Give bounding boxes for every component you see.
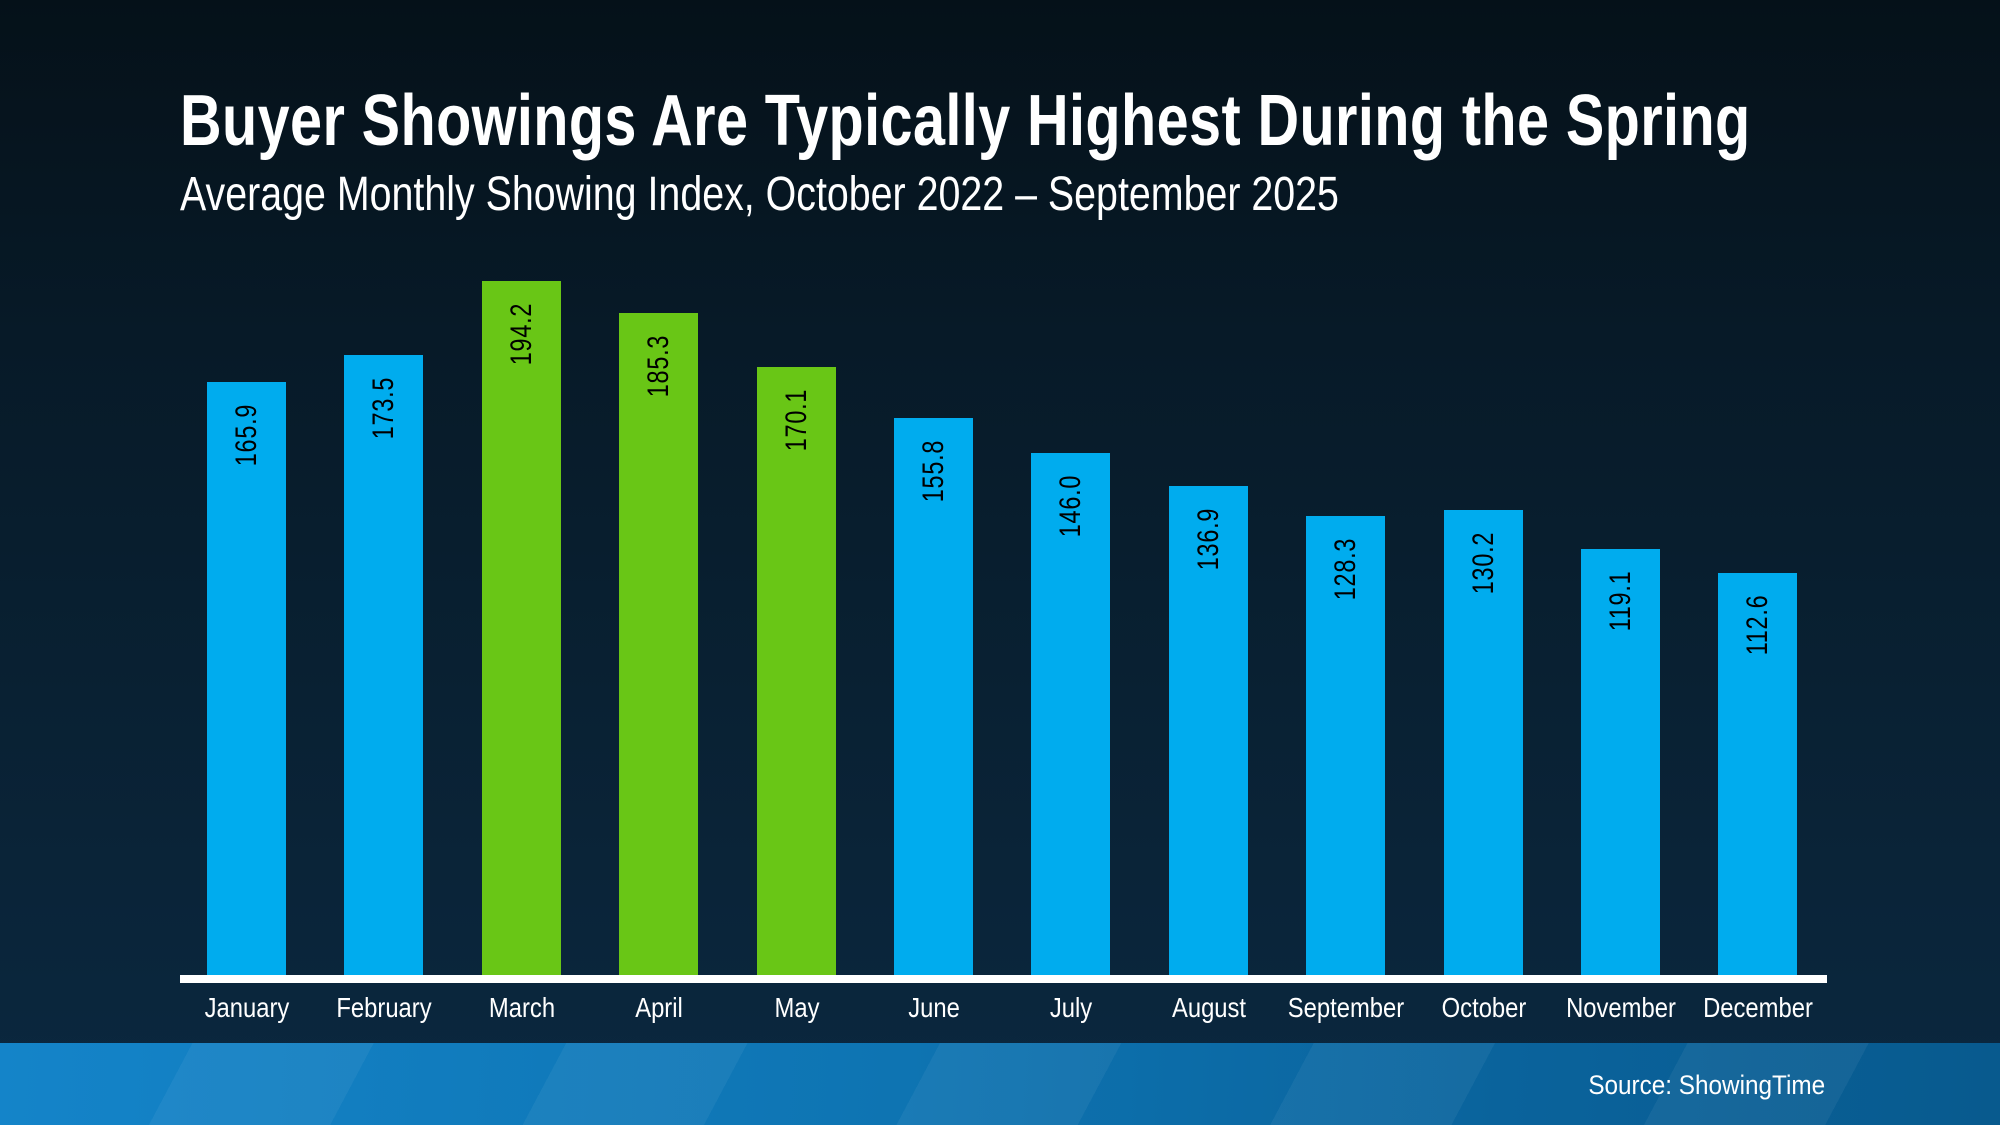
footer-band: Source: ShowingTime (0, 1043, 2000, 1125)
x-axis-line (180, 975, 1827, 983)
x-axis-label-march: March (488, 992, 555, 1023)
bar-august: 136.9 (1169, 486, 1248, 975)
bar-value-label: 136.9 (1191, 507, 1225, 571)
bar-value-label: 155.8 (916, 439, 950, 503)
bar-may: 170.1 (757, 367, 836, 975)
bar-value-label: 165.9 (229, 403, 263, 467)
bar-value-label: 194.2 (504, 302, 538, 366)
bar-october: 130.2 (1444, 510, 1523, 975)
bar-value-label: 119.1 (1603, 570, 1637, 632)
x-axis-label-september: September (1287, 992, 1404, 1023)
bar-june: 155.8 (894, 418, 973, 975)
bar-february: 173.5 (344, 355, 423, 975)
x-axis-label-november: November (1565, 992, 1676, 1023)
chart-title: Buyer Showings Are Typically Highest Dur… (180, 81, 1751, 161)
x-axis-label-april: April (634, 992, 683, 1023)
bar-december: 112.6 (1718, 573, 1797, 975)
bar-january: 165.9 (207, 382, 286, 975)
bar-november: 119.1 (1581, 549, 1660, 975)
x-axis-label-january: January (204, 992, 289, 1023)
bar-april: 185.3 (619, 313, 698, 975)
bar-value-label: 170.1 (779, 388, 813, 452)
bar-value-label: 173.5 (366, 376, 400, 440)
x-axis-label-august: August (1171, 992, 1246, 1023)
bar-value-label: 130.2 (1466, 531, 1500, 595)
x-axis-label-june: June (907, 992, 960, 1023)
bar-value-label: 146.0 (1053, 474, 1087, 538)
bar-value-label: 128.3 (1328, 537, 1362, 601)
x-axis-label-december: December (1702, 992, 1813, 1023)
bar-september: 128.3 (1306, 516, 1385, 975)
bar-value-label: 112.6 (1740, 594, 1774, 656)
x-axis-label-may: May (774, 992, 819, 1023)
x-axis-label-february: February (335, 992, 432, 1023)
source-credit: Source: ShowingTime (1588, 1070, 1825, 1100)
x-axis-label-july: July (1049, 992, 1092, 1023)
chart-subtitle: Average Monthly Showing Index, October 2… (180, 168, 1339, 221)
bar-march: 194.2 (482, 281, 561, 975)
x-axis-label-october: October (1441, 992, 1526, 1023)
bar-july: 146.0 (1031, 453, 1110, 975)
bar-value-label: 185.3 (641, 334, 675, 398)
